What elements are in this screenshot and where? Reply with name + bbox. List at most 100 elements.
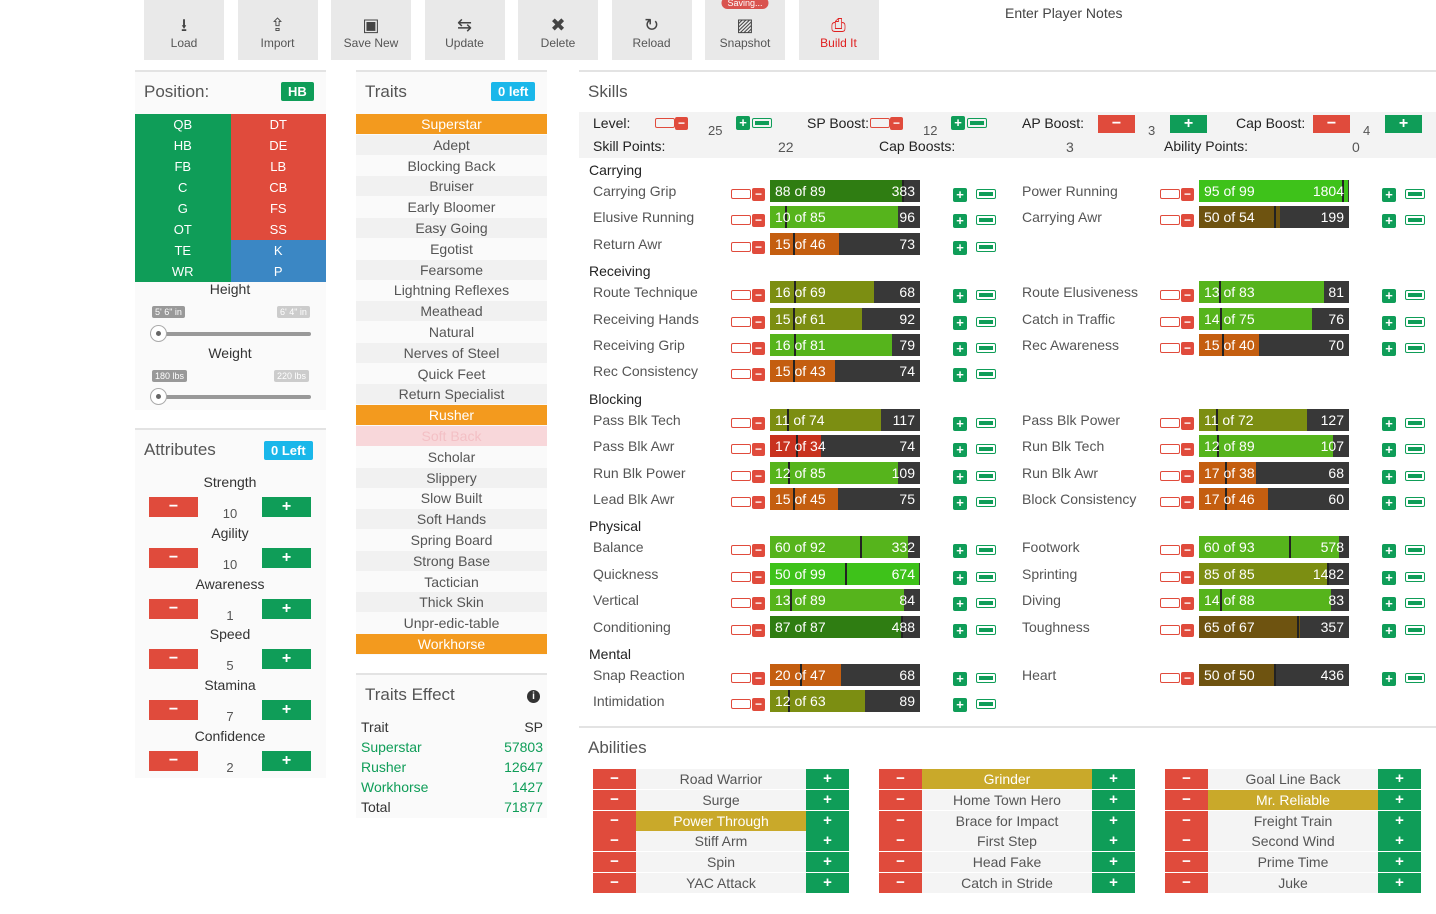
attribute-decrease-button[interactable]: − (149, 649, 198, 670)
skill-min-icon[interactable] (731, 598, 751, 609)
skill-max-icon[interactable] (976, 699, 996, 710)
skill-max-icon[interactable] (976, 417, 996, 428)
attribute-decrease-button[interactable]: − (149, 700, 198, 721)
ability-add-button[interactable]: + (1378, 789, 1421, 810)
attribute-increase-button[interactable]: + (262, 547, 311, 568)
skill-decrease-button[interactable]: − (1181, 496, 1194, 509)
trait-item[interactable]: Easy Going (356, 218, 547, 238)
skill-increase-button[interactable]: + (1382, 443, 1396, 458)
ability-add-button[interactable]: + (1092, 810, 1135, 831)
skill-decrease-button[interactable]: − (1181, 672, 1194, 685)
skill-min-icon[interactable] (1160, 316, 1180, 327)
skill-increase-button[interactable]: + (953, 416, 967, 431)
skill-decrease-button[interactable]: − (752, 570, 765, 584)
skill-min-icon[interactable] (731, 241, 751, 252)
position-p[interactable]: P (230, 261, 326, 282)
skill-decrease-button[interactable]: − (752, 469, 765, 483)
skill-max-icon[interactable] (1405, 316, 1425, 327)
skill-min-icon[interactable] (731, 189, 751, 199)
skill-min-icon[interactable] (731, 215, 751, 226)
skill-increase-button[interactable]: + (953, 623, 967, 638)
skill-decrease-button[interactable]: − (752, 368, 765, 382)
attribute-decrease-button[interactable]: − (149, 547, 198, 568)
skill-increase-button[interactable]: + (953, 342, 967, 356)
skill-increase-button[interactable]: + (953, 289, 967, 304)
ability-add-button[interactable]: + (1378, 769, 1421, 789)
ability-add-button[interactable]: + (1092, 789, 1135, 810)
ability-name[interactable]: Catch in Stride (922, 873, 1092, 893)
snapshot-button[interactable]: Saving... ▨ Snapshot (705, 0, 785, 60)
ability-remove-button[interactable]: − (1165, 831, 1208, 852)
ability-name[interactable]: Prime Time (1208, 852, 1378, 873)
skill-min-icon[interactable] (1160, 343, 1180, 353)
skill-max-icon[interactable] (976, 545, 996, 556)
skill-decrease-button[interactable]: − (1181, 469, 1194, 483)
skill-increase-button[interactable]: + (1382, 623, 1396, 638)
position-ot[interactable]: OT (135, 219, 231, 240)
skill-min-icon[interactable] (731, 417, 751, 428)
ability-remove-button[interactable]: − (593, 810, 636, 831)
skill-max-icon[interactable] (1405, 470, 1425, 481)
build-it-button[interactable]: ⎙ Build It (798, 0, 879, 60)
ap-boost-decrease-button[interactable]: − (1098, 115, 1135, 133)
ability-name[interactable]: Spin (636, 852, 806, 873)
position-te[interactable]: TE (135, 240, 231, 261)
skill-max-icon[interactable] (1405, 571, 1425, 582)
skill-increase-button[interactable]: + (1382, 597, 1396, 612)
skill-decrease-button[interactable]: − (1181, 597, 1194, 611)
skill-min-icon[interactable] (1160, 545, 1180, 556)
ability-add-button[interactable]: + (1092, 769, 1135, 789)
skill-decrease-button[interactable]: − (752, 443, 765, 457)
skill-max-icon[interactable] (976, 571, 996, 582)
ability-add-button[interactable]: + (1378, 831, 1421, 852)
ability-add-button[interactable]: + (1378, 852, 1421, 873)
position-fs[interactable]: FS (230, 198, 326, 219)
ability-add-button[interactable]: + (806, 810, 849, 831)
position-qb[interactable]: QB (135, 114, 231, 135)
skill-decrease-button[interactable]: − (752, 342, 765, 355)
trait-item[interactable]: Lightning Reflexes (393, 282, 510, 299)
position-wr[interactable]: WR (135, 261, 231, 282)
ability-remove-button[interactable]: − (879, 810, 922, 831)
ability-name[interactable]: Head Fake (922, 852, 1092, 873)
skill-increase-button[interactable]: + (1382, 214, 1396, 229)
skill-decrease-button[interactable]: − (752, 597, 765, 611)
position-g[interactable]: G (135, 198, 231, 219)
ability-add-button[interactable]: + (1092, 852, 1135, 873)
ability-remove-button[interactable]: − (1165, 873, 1208, 893)
trait-item[interactable]: Soft Hands (356, 509, 547, 530)
skill-max-icon[interactable] (976, 673, 996, 683)
ability-name[interactable]: YAC Attack (636, 873, 806, 893)
skill-increase-button[interactable]: + (1382, 289, 1396, 304)
level-max-icon[interactable] (752, 118, 772, 128)
update-button[interactable]: ⇆ Update (424, 0, 505, 60)
skill-max-icon[interactable] (1405, 673, 1425, 683)
reload-button[interactable]: ↻ Reload (611, 0, 692, 60)
ability-name[interactable]: Brace for Impact (922, 810, 1092, 831)
skill-decrease-button[interactable]: − (1181, 289, 1194, 303)
skill-max-icon[interactable] (976, 598, 996, 609)
player-notes-link[interactable]: Enter Player Notes (1005, 5, 1123, 21)
skill-min-icon[interactable] (731, 343, 751, 353)
skill-max-icon[interactable] (976, 316, 996, 327)
ability-name[interactable]: Surge (636, 789, 806, 810)
skill-increase-button[interactable]: + (953, 698, 967, 713)
skill-decrease-button[interactable]: − (1181, 623, 1194, 637)
skill-min-icon[interactable] (731, 369, 751, 380)
skill-max-icon[interactable] (1405, 417, 1425, 428)
ability-add-button[interactable]: + (1092, 831, 1135, 852)
height-slider-track[interactable] (150, 332, 311, 336)
sp-boost-decrease-button[interactable]: − (890, 117, 903, 130)
attribute-increase-button[interactable]: + (262, 497, 311, 517)
trait-item[interactable]: Fearsome (356, 259, 547, 280)
ability-name[interactable]: Power Through (636, 810, 806, 831)
trait-item[interactable]: Return Specialist (356, 384, 547, 405)
trait-item[interactable]: Slow Built (420, 490, 483, 507)
cap-boost-decrease-button[interactable]: − (1313, 115, 1350, 133)
skill-increase-button[interactable]: + (1382, 188, 1396, 202)
skill-min-icon[interactable] (731, 545, 751, 556)
trait-item[interactable]: Natural (428, 324, 475, 340)
trait-item[interactable]: Early Bloomer (407, 199, 496, 216)
trait-item[interactable]: Blocking Back (407, 157, 496, 174)
ability-add-button[interactable]: + (806, 873, 849, 893)
